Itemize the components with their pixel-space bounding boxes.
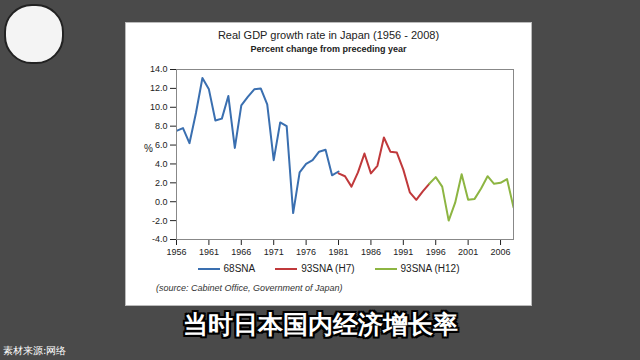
svg-text:1971: 1971 [264,247,284,257]
svg-text:12.0: 12.0 [150,83,168,93]
svg-text:14.0: 14.0 [150,64,168,74]
svg-text:10.0: 10.0 [150,102,168,112]
svg-text:8.0: 8.0 [155,121,168,131]
svg-text:1956: 1956 [166,247,186,257]
svg-text:1996: 1996 [426,247,446,257]
svg-text:1991: 1991 [393,247,413,257]
html-text:当时日本国内经济增长率: 当时日本国内经济增长率 [182,310,458,339]
html-text:93SNA (H7): 93SNA (H7) [301,263,355,274]
svg-text:1966: 1966 [231,247,251,257]
svg-text:2001: 2001 [458,247,478,257]
svg-text:1976: 1976 [296,247,316,257]
svg-text:2006: 2006 [491,247,511,257]
svg-text:4.0: 4.0 [155,159,168,169]
html-text:素材来源:网络: 素材来源:网络 [3,345,67,356]
html-text:(source: Cabinet Office, Gover: (source: Cabinet Office, Government of J… [156,283,343,293]
svg-text:6.0: 6.0 [155,140,168,150]
html-text:93SNA (H12): 93SNA (H12) [400,263,460,274]
svg-text:-4.0: -4.0 [152,234,168,244]
svg-text:1986: 1986 [361,247,381,257]
svg-text:-2.0: -2.0 [152,215,168,225]
svg-text:2.0: 2.0 [155,178,168,188]
html-text:Real GDP growth rate in Japan: Real GDP growth rate in Japan (1956 - 20… [217,29,440,41]
svg-text:1961: 1961 [199,247,219,257]
html-text:68SNA: 68SNA [223,263,256,274]
svg-text:0.0: 0.0 [155,197,168,207]
svg-text:1981: 1981 [329,247,349,257]
html-text:Percent change from preceding: Percent change from preceding year [250,44,407,54]
